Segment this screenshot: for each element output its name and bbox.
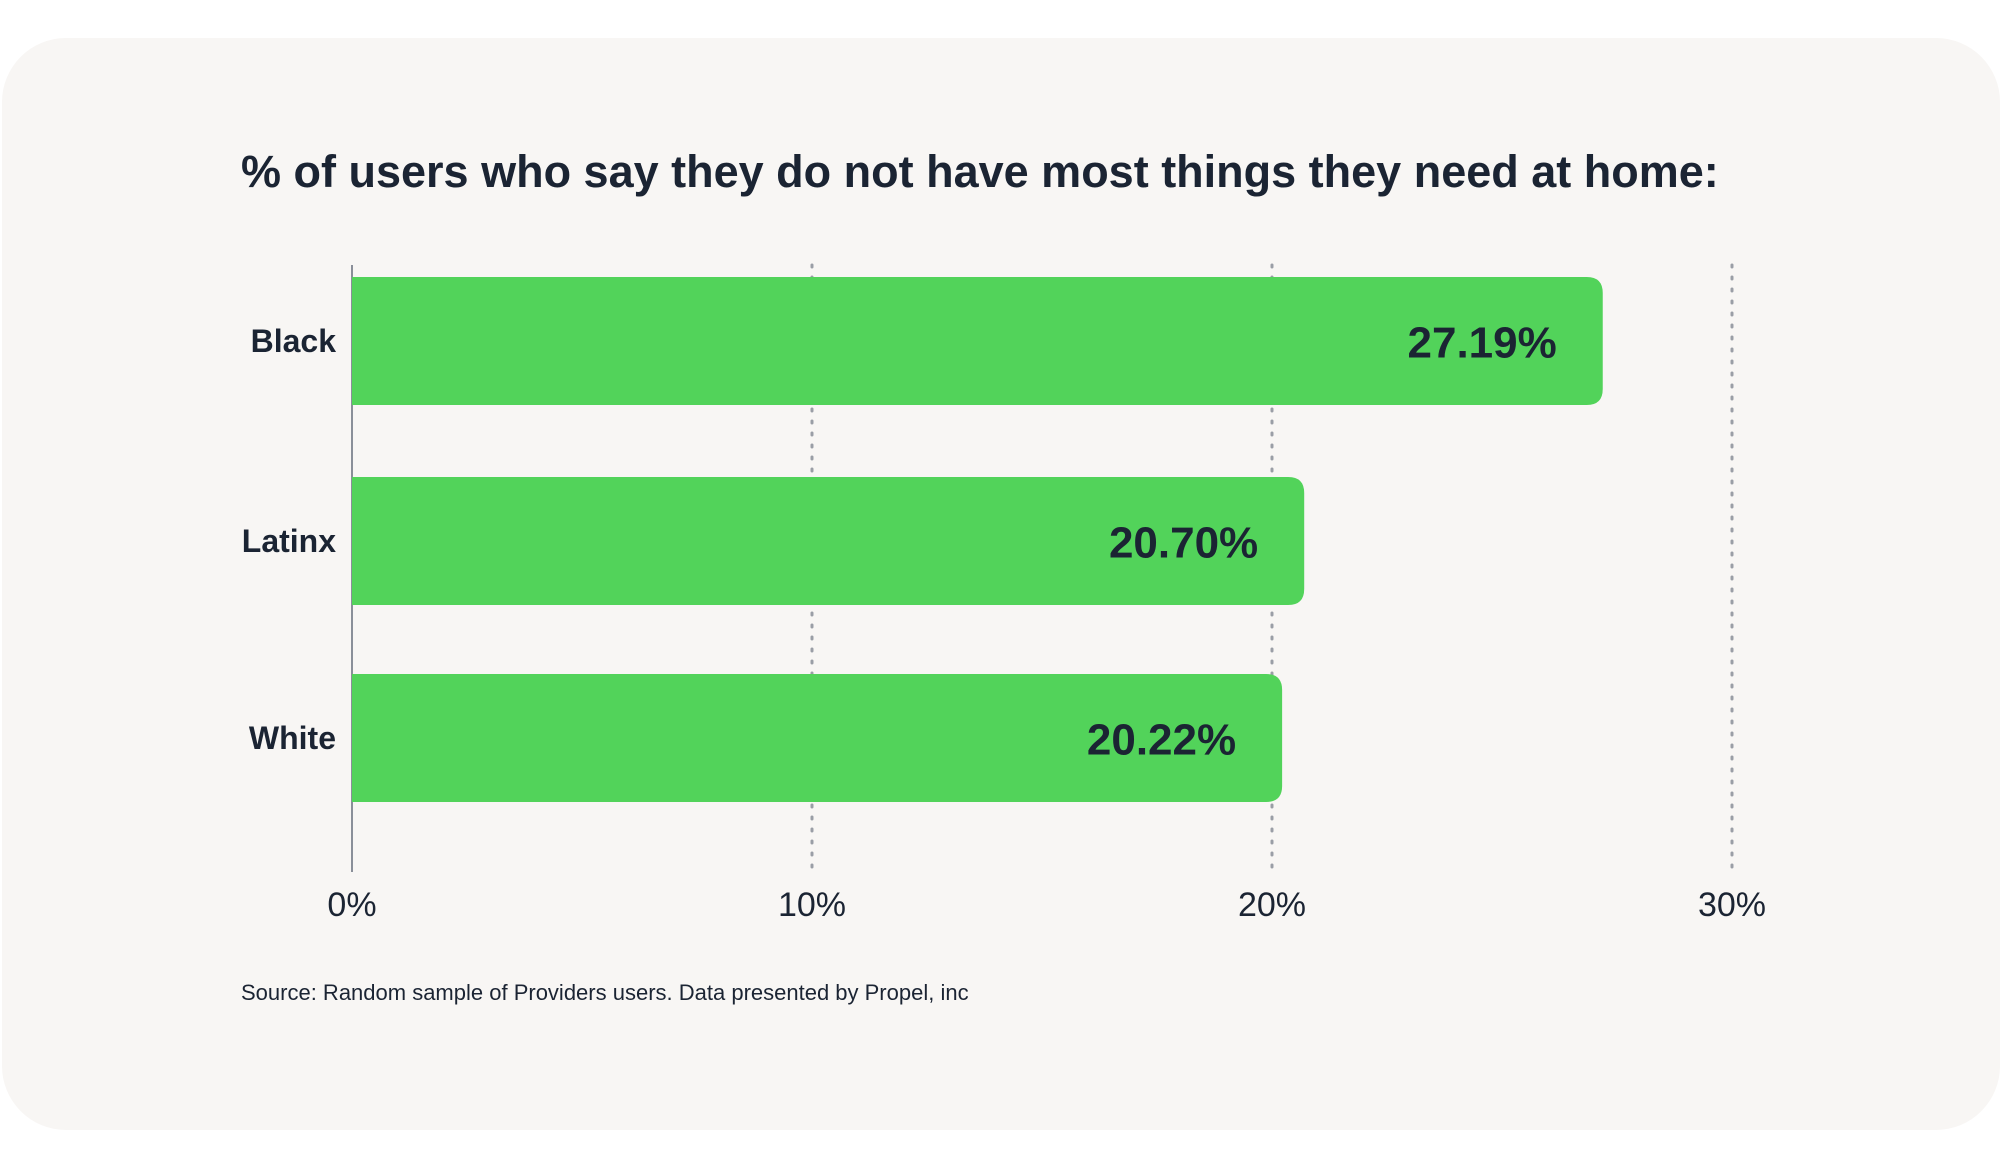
bar-white — [352, 674, 1283, 802]
value-labels: 27.19% 20.70% 20.22% — [1087, 319, 1557, 765]
source-note: Source: Random sample of Providers users… — [241, 980, 969, 1005]
chart-title: % of users who say they do not have most… — [241, 146, 1719, 197]
value-label-black: 27.19% — [1408, 319, 1557, 368]
bars — [352, 277, 1603, 802]
x-axis-tick-labels: 0% 10% 20% 30% — [327, 886, 1766, 924]
bar-latinx — [352, 477, 1305, 605]
category-labels: Black Latinx White — [242, 323, 336, 756]
x-tick-label: 20% — [1238, 886, 1306, 924]
x-tick-label: 0% — [327, 886, 376, 924]
x-tick-label: 30% — [1698, 886, 1766, 924]
bar-black — [352, 277, 1603, 405]
value-label-white: 20.22% — [1087, 716, 1236, 765]
category-label-latinx: Latinx — [242, 523, 336, 559]
category-label-white: White — [249, 720, 336, 756]
x-tick-label: 10% — [778, 886, 846, 924]
category-label-black: Black — [251, 323, 337, 359]
value-label-latinx: 20.70% — [1109, 519, 1258, 568]
